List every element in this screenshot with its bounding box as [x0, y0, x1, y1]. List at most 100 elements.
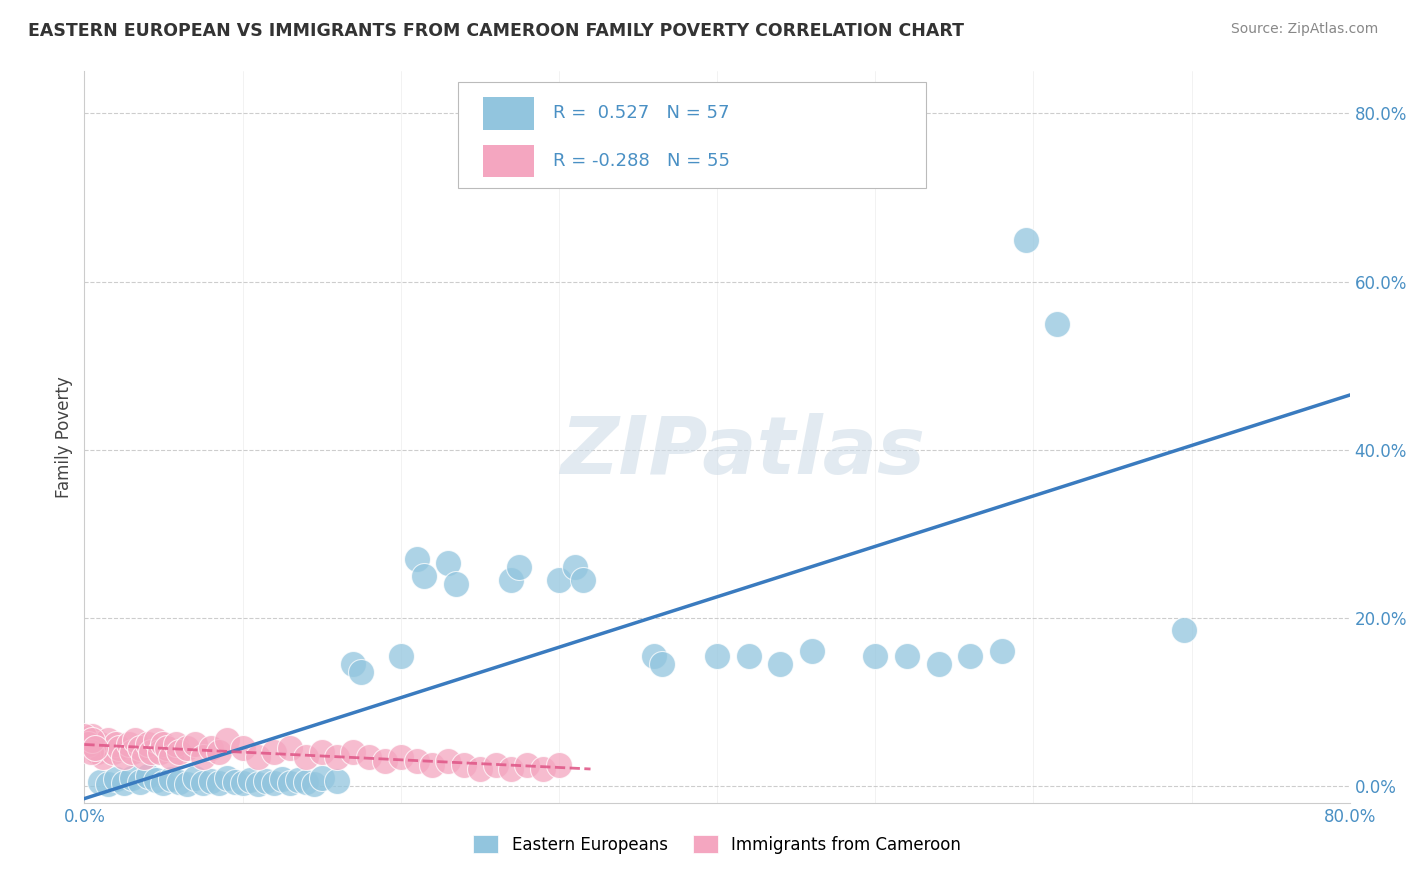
- Point: [165, 737, 187, 751]
- Point: [136, 737, 159, 751]
- Point: [302, 777, 325, 791]
- Point: [405, 552, 427, 566]
- Point: [200, 773, 222, 788]
- Text: Source: ZipAtlas.com: Source: ZipAtlas.com: [1230, 22, 1378, 37]
- Point: [437, 556, 460, 570]
- Point: [863, 648, 887, 663]
- Point: [287, 773, 309, 788]
- Point: [208, 776, 231, 790]
- Point: [239, 773, 262, 788]
- Point: [128, 774, 150, 789]
- FancyBboxPatch shape: [458, 82, 927, 188]
- Point: [311, 772, 333, 786]
- Point: [105, 737, 127, 751]
- Point: [413, 569, 436, 583]
- Bar: [484, 145, 534, 178]
- Point: [706, 648, 728, 663]
- Text: EASTERN EUROPEAN VS IMMIGRANTS FROM CAMEROON FAMILY POVERTY CORRELATION CHART: EASTERN EUROPEAN VS IMMIGRANTS FROM CAME…: [28, 22, 965, 40]
- Point: [105, 772, 127, 787]
- Point: [184, 772, 207, 786]
- Point: [93, 749, 115, 764]
- Point: [76, 737, 98, 751]
- Point: [1014, 233, 1036, 247]
- Point: [342, 745, 364, 759]
- Point: [160, 749, 183, 764]
- Point: [128, 741, 150, 756]
- Point: [152, 737, 174, 751]
- Point: [176, 777, 198, 791]
- Point: [405, 754, 427, 768]
- Point: [79, 745, 103, 759]
- Point: [108, 741, 131, 756]
- Point: [990, 644, 1012, 658]
- Point: [136, 769, 159, 783]
- Point: [121, 745, 143, 759]
- Point: [342, 657, 364, 671]
- Point: [437, 754, 460, 768]
- Point: [97, 732, 120, 747]
- Point: [896, 648, 918, 663]
- Point: [928, 657, 950, 671]
- Point: [531, 762, 554, 776]
- Legend: Eastern Europeans, Immigrants from Cameroon: Eastern Europeans, Immigrants from Camer…: [467, 829, 967, 860]
- Point: [468, 762, 491, 776]
- Point: [271, 772, 294, 787]
- Point: [145, 732, 167, 747]
- Point: [501, 762, 523, 776]
- Point: [89, 774, 111, 789]
- Point: [215, 732, 238, 747]
- Point: [389, 648, 412, 663]
- Point: [82, 729, 104, 743]
- Bar: [484, 97, 534, 130]
- Point: [155, 741, 177, 756]
- Y-axis label: Family Poverty: Family Poverty: [55, 376, 73, 498]
- Point: [169, 745, 191, 759]
- Point: [1046, 317, 1069, 331]
- Point: [139, 745, 162, 759]
- Point: [737, 648, 759, 663]
- Point: [422, 758, 444, 772]
- Point: [254, 773, 277, 788]
- Point: [651, 657, 673, 671]
- Point: [1173, 624, 1195, 638]
- Point: [247, 749, 270, 764]
- Point: [374, 754, 396, 768]
- Point: [84, 741, 107, 756]
- Point: [326, 773, 349, 788]
- Text: R =  0.527   N = 57: R = 0.527 N = 57: [553, 104, 730, 122]
- Text: ZIPatlas: ZIPatlas: [560, 413, 925, 491]
- Point: [231, 776, 254, 790]
- Point: [247, 777, 270, 791]
- Point: [191, 775, 214, 789]
- Point: [801, 644, 824, 658]
- Point: [169, 774, 191, 789]
- Point: [453, 758, 475, 772]
- Point: [501, 573, 523, 587]
- Point: [769, 657, 792, 671]
- Point: [208, 745, 231, 759]
- Point: [124, 732, 146, 747]
- Point: [160, 772, 183, 787]
- Point: [86, 745, 108, 759]
- Point: [311, 745, 333, 759]
- Point: [101, 745, 124, 759]
- Point: [295, 749, 318, 764]
- Point: [508, 560, 530, 574]
- Point: [215, 771, 238, 785]
- Point: [82, 732, 104, 747]
- Point: [350, 665, 373, 680]
- Point: [643, 648, 665, 663]
- Point: [959, 648, 981, 663]
- Point: [548, 758, 571, 772]
- Point: [112, 776, 135, 790]
- Point: [548, 573, 571, 587]
- Point: [263, 745, 285, 759]
- Point: [263, 775, 285, 789]
- Point: [389, 749, 412, 764]
- Point: [278, 741, 301, 756]
- Point: [149, 745, 172, 759]
- Point: [89, 737, 111, 751]
- Point: [73, 729, 96, 743]
- Text: R = -0.288   N = 55: R = -0.288 N = 55: [553, 152, 730, 170]
- Point: [152, 776, 174, 790]
